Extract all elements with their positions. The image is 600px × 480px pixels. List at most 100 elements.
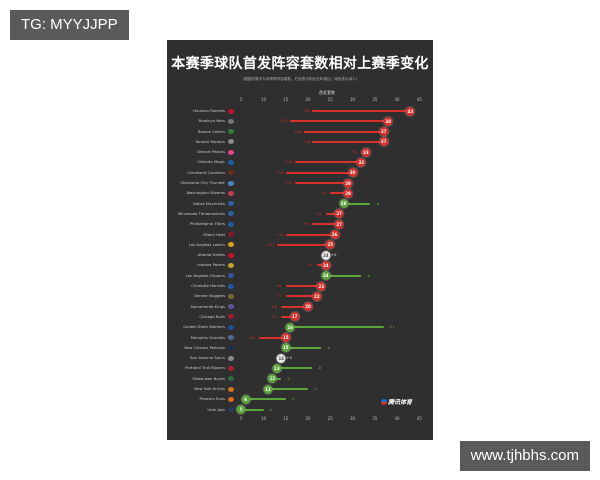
team-logo-icon — [228, 335, 234, 341]
team-label: Golden State Warriors — [183, 324, 225, 330]
team-label: Utah Jazz — [207, 406, 225, 412]
team-logo-icon — [228, 211, 234, 217]
chart-row: Toronto Raptors +16 37 — [167, 137, 433, 147]
x-tick-label: 45 — [416, 416, 422, 421]
value-marker: 24 — [321, 250, 331, 260]
x-tick-label: 20 — [305, 416, 311, 421]
value-marker: 29 — [343, 178, 353, 188]
increase-bar — [281, 315, 295, 318]
team-logo-icon — [228, 262, 234, 268]
team-logo-icon — [228, 345, 234, 351]
team-label: Boston Celtics — [198, 128, 225, 134]
team-label: Oklahoma City Thunder — [179, 180, 225, 186]
decrease-bar — [267, 388, 308, 391]
change-label: -8 — [366, 272, 371, 278]
chart-row: Brooklyn Nets +22 38 — [167, 116, 433, 126]
team-logo-icon — [228, 314, 234, 320]
chart-row: Atlanta Hawks +0 24 — [167, 250, 433, 260]
chart-row: Indiana Pacers +2 24 — [167, 260, 433, 270]
increase-bar — [285, 295, 317, 298]
change-label: +2 — [306, 262, 313, 268]
change-label: +16 — [302, 138, 311, 144]
team-label: Denver Nuggets — [194, 293, 225, 299]
team-label: New York Knicks — [194, 386, 225, 392]
x-axis-bottom: 5 10 15 20 25 30 35 40 45 — [167, 416, 433, 422]
team-logo-icon — [228, 129, 234, 135]
team-logo-icon — [228, 376, 234, 382]
team-label: New Orleans Pelicans — [184, 344, 225, 350]
value-marker: 37 — [379, 137, 389, 147]
change-label: +0 — [330, 252, 337, 258]
chart-row: Orlando Magic +15 32 — [167, 157, 433, 167]
team-label: Portland Trail Blazers — [185, 365, 225, 371]
x-tick-label: 25 — [327, 97, 333, 102]
increase-bar — [325, 212, 340, 215]
change-label: +22 — [280, 118, 289, 124]
team-label: Phoenix Suns — [199, 396, 225, 402]
value-marker: 11 — [263, 384, 273, 394]
value-marker: 25 — [325, 240, 335, 250]
change-label: +12 — [266, 241, 275, 247]
team-label: Los Angeles Clippers — [185, 272, 225, 278]
change-label: +6 — [271, 303, 277, 309]
team-logo-icon — [228, 273, 234, 279]
team-logo-icon — [228, 190, 234, 196]
chart-panel: 本赛季球队首发阵容套数相对上赛季变化 (圆圈内数字为本赛季阵容套数，红色表示相比… — [167, 40, 433, 440]
team-logo-icon — [228, 407, 234, 413]
change-label: -9 — [290, 396, 295, 402]
decrease-bar — [285, 346, 322, 349]
chart-row: Utah Jazz -5 5 — [167, 405, 433, 415]
x-tick-label: 40 — [394, 97, 400, 102]
brand-icon — [381, 399, 387, 405]
change-label: +12 — [284, 180, 293, 186]
watermark-tag-top-left: TG: MYYJJPP — [10, 10, 129, 40]
change-label: +3 — [315, 210, 322, 216]
change-label: +6 — [249, 334, 255, 340]
increase-bar — [312, 223, 340, 226]
chart-row: Chicago Bulls +3 17 — [167, 312, 433, 322]
x-tick-label: 45 — [416, 97, 422, 102]
value-marker: 16 — [285, 322, 295, 332]
team-label: Washington Wizards — [186, 190, 225, 196]
team-logo-icon — [228, 304, 234, 310]
value-marker: 23 — [316, 281, 326, 291]
team-label: Miami Heat — [203, 231, 225, 237]
value-marker: 14 — [276, 353, 286, 363]
value-marker: 28 — [339, 199, 349, 209]
change-label: +11 — [275, 231, 284, 237]
x-tick-label: 5 — [239, 416, 243, 421]
value-marker: 15 — [281, 343, 291, 353]
increase-bar — [294, 161, 362, 164]
increase-bar — [330, 192, 349, 195]
x-tick-label: 40 — [394, 416, 400, 421]
change-label: -5 — [268, 406, 273, 412]
change-label: -8 — [317, 365, 322, 371]
decrease-bar — [241, 408, 264, 411]
x-tick-label: 20 — [305, 97, 311, 102]
team-logo-icon — [228, 283, 234, 289]
value-marker: 24 — [321, 271, 331, 281]
decrease-bar — [325, 274, 362, 277]
x-tick-label: 15 — [283, 97, 289, 102]
x-tick-label: 25 — [327, 416, 333, 421]
chart-title: 本赛季球队首发阵容套数相对上赛季变化 — [171, 56, 429, 72]
chart-row: Golden State Warriors -21 16 — [167, 322, 433, 332]
team-label: Detroit Pistons — [197, 149, 225, 155]
increase-bar — [276, 243, 331, 246]
team-logo-icon — [228, 324, 234, 330]
value-marker: 30 — [348, 168, 357, 178]
chart-row: Los Angeles Clippers -8 24 — [167, 271, 433, 281]
decrease-bar — [290, 326, 384, 329]
team-label: San Antonio Spurs — [190, 355, 225, 361]
team-logo-icon — [228, 365, 234, 371]
chart-row: Oklahoma City Thunder +12 29 — [167, 178, 433, 188]
chart-row: San Antonio Spurs +0 14 — [167, 353, 433, 363]
team-logo-icon — [228, 221, 234, 227]
chart-row: Los Angeles Lakers +12 25 — [167, 240, 433, 250]
increase-bar — [285, 285, 322, 288]
team-label: Toronto Raptors — [195, 138, 225, 144]
chart-subtitle: (圆圈内数字为本赛季阵容套数，红色表示相比去年增加，绿色表示减少) — [242, 77, 358, 81]
x-axis-title: 首发套数 — [319, 90, 335, 95]
team-label: Chicago Bulls — [199, 313, 225, 319]
team-label: Indiana Pacers — [197, 262, 225, 268]
